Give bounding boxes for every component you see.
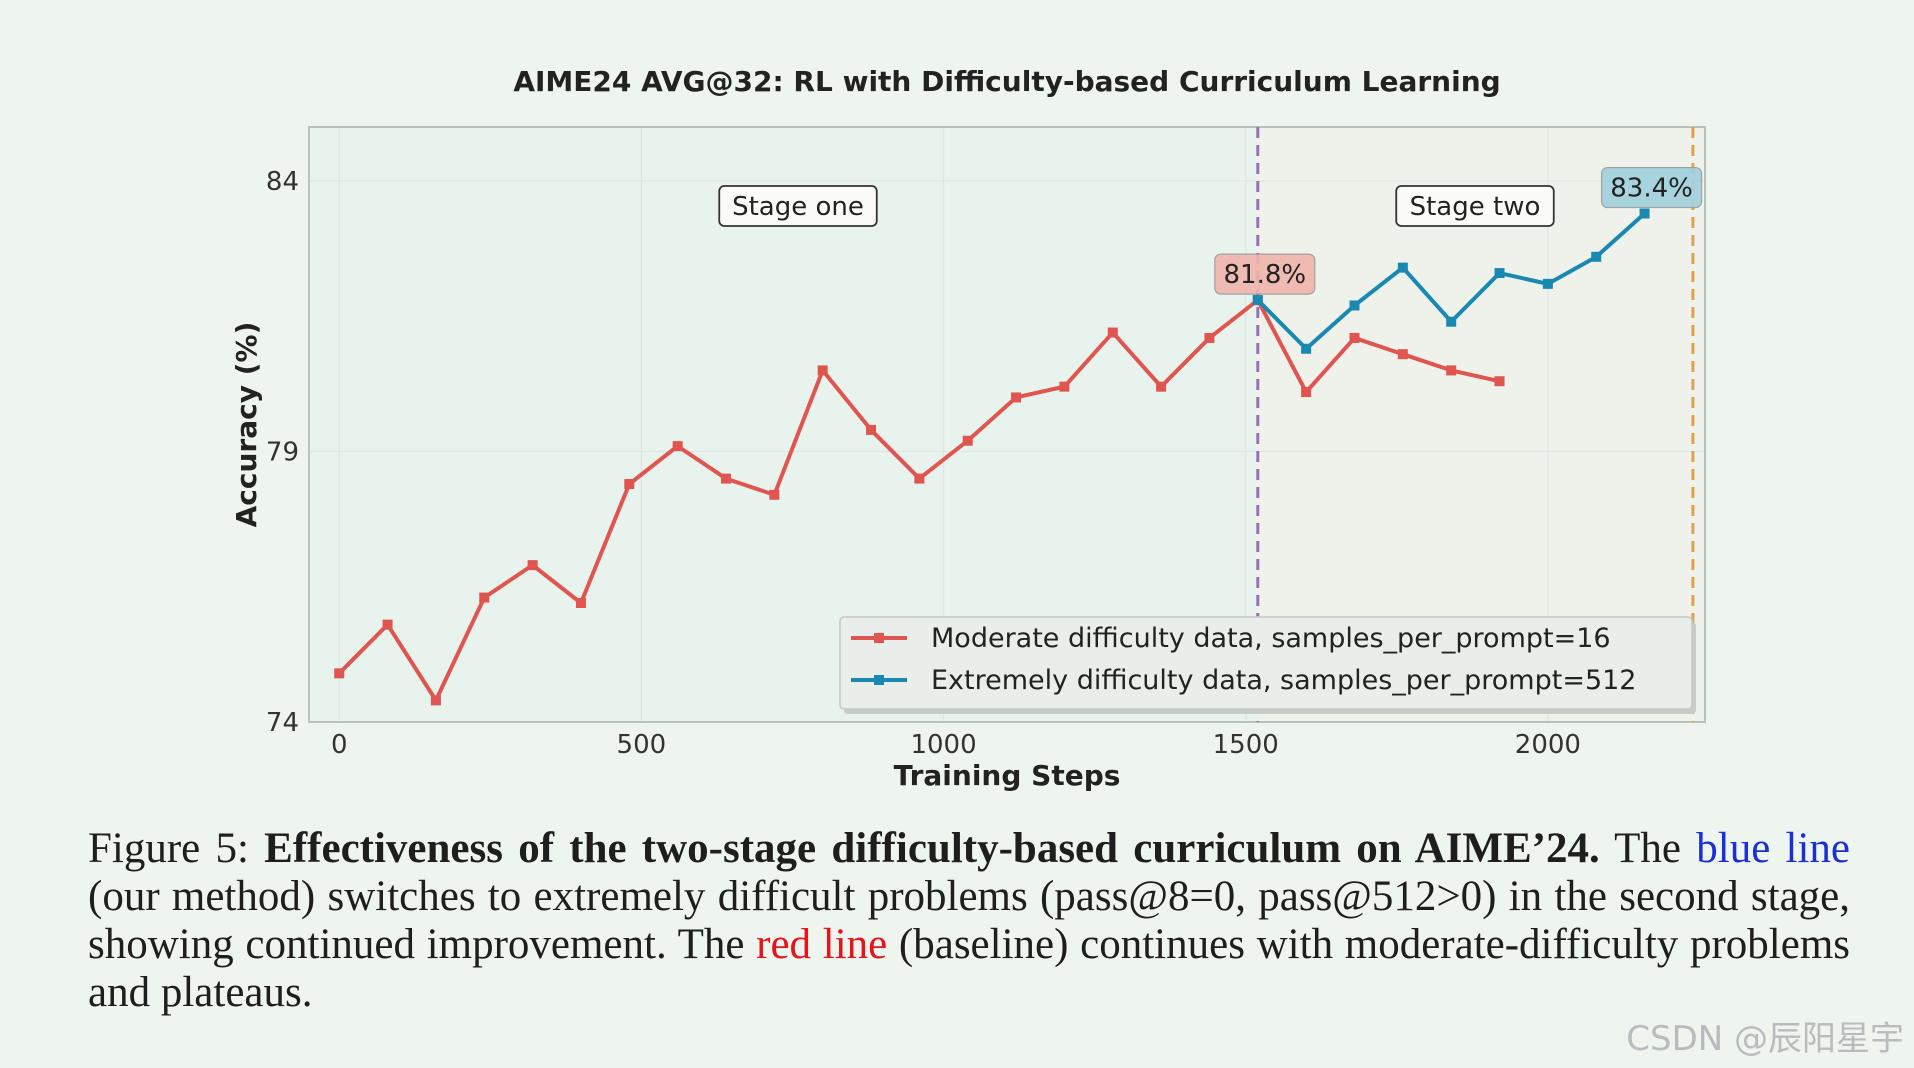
- legend-swatch-marker: [874, 633, 884, 643]
- series-1-point: [672, 441, 683, 452]
- chart-title: AIME24 AVG@32: RL with Difficulty-based …: [513, 65, 1500, 98]
- y-tick-label: 79: [266, 438, 299, 468]
- legend-box: [839, 616, 1693, 710]
- series-1-point: [1011, 392, 1022, 403]
- legend-swatch-marker: [874, 675, 884, 685]
- series-1-point: [769, 489, 780, 500]
- series-2-point: [1349, 300, 1360, 311]
- series-1-point: [334, 668, 345, 679]
- series-1-point: [527, 560, 538, 571]
- series-1-point: [479, 592, 490, 603]
- series-1-point: [962, 435, 973, 446]
- caption-blue-line: blue line: [1696, 825, 1850, 872]
- y-tick-label: 74: [266, 708, 299, 738]
- stage-label-box: [1395, 185, 1555, 227]
- chart: 0 500 1000 1500 2000 74 79 84 AIME24 AVG@32: RL …: [230, 65, 1706, 792]
- watermark: CSDN @辰阳星宇: [1626, 1019, 1904, 1059]
- figure-caption: Figure 5: Effectiveness of the two-stage…: [88, 825, 1850, 1017]
- annotation-label: 81.8%: [1223, 260, 1306, 290]
- x-tick-label: 0: [331, 730, 348, 760]
- series-1-point: [624, 479, 635, 489]
- caption-text-1: The: [1599, 825, 1697, 872]
- caption-text-3: (baseline) continues with moderate-diffi…: [88, 921, 1850, 1016]
- x-tick-label: 1500: [1213, 730, 1279, 760]
- x-tick-label: 1000: [910, 730, 976, 760]
- series-1-point: [430, 695, 441, 706]
- plot-frame: [308, 126, 1706, 723]
- y-tick-label: 84: [266, 167, 299, 197]
- series-2-point: [1252, 295, 1263, 306]
- series-1-point: [1059, 381, 1070, 392]
- series-1-point: [817, 365, 828, 376]
- series-2-point: [1397, 262, 1408, 273]
- series-1-point: [1204, 332, 1215, 343]
- caption-bold-title: Effectiveness of the two-stage difficult…: [264, 825, 1600, 872]
- x-tick-label: 500: [617, 730, 667, 760]
- annotation-label: 83.4%: [1610, 174, 1693, 204]
- series-1-point: [575, 598, 586, 608]
- annotation-box: [1214, 253, 1316, 295]
- series-1-point: [1301, 387, 1312, 398]
- series-1-point: [914, 473, 925, 484]
- series-2-point: [1446, 316, 1457, 327]
- series-1-point: [866, 424, 877, 435]
- stage-label: Stage one: [732, 192, 864, 222]
- caption-red-line: red line: [756, 921, 888, 968]
- series-1-point: [1349, 332, 1360, 343]
- stage-label: Stage two: [1410, 192, 1541, 222]
- series-2-point: [1639, 208, 1650, 219]
- caption-text-2: (our method) switches to extremely diffi…: [88, 873, 1850, 968]
- series-1-point: [382, 619, 393, 630]
- stage-label-box: [718, 185, 878, 227]
- series-1-point: [1494, 376, 1505, 387]
- legend-entry: Moderate difficulty data, samples_per_pr…: [931, 623, 1611, 654]
- y-axis-label: Accuracy (%): [230, 322, 263, 528]
- series-2-point: [1542, 278, 1553, 289]
- series-1-point: [1397, 349, 1408, 360]
- legend-entry: Extremely difficulty data, samples_per_p…: [931, 665, 1636, 696]
- series-2-point: [1591, 251, 1602, 262]
- x-tick-label: 2000: [1515, 730, 1581, 760]
- series-1-point: [1446, 365, 1457, 376]
- series-1-point: [1107, 327, 1118, 338]
- annotation-box: [1600, 166, 1703, 209]
- series-1-point: [1156, 381, 1167, 392]
- x-axis-label: Training Steps: [894, 759, 1121, 792]
- series-2-point: [1494, 268, 1505, 279]
- series-2-point: [1301, 343, 1312, 354]
- series-1-point: [720, 473, 731, 484]
- caption-prefix: Figure 5:: [88, 825, 265, 872]
